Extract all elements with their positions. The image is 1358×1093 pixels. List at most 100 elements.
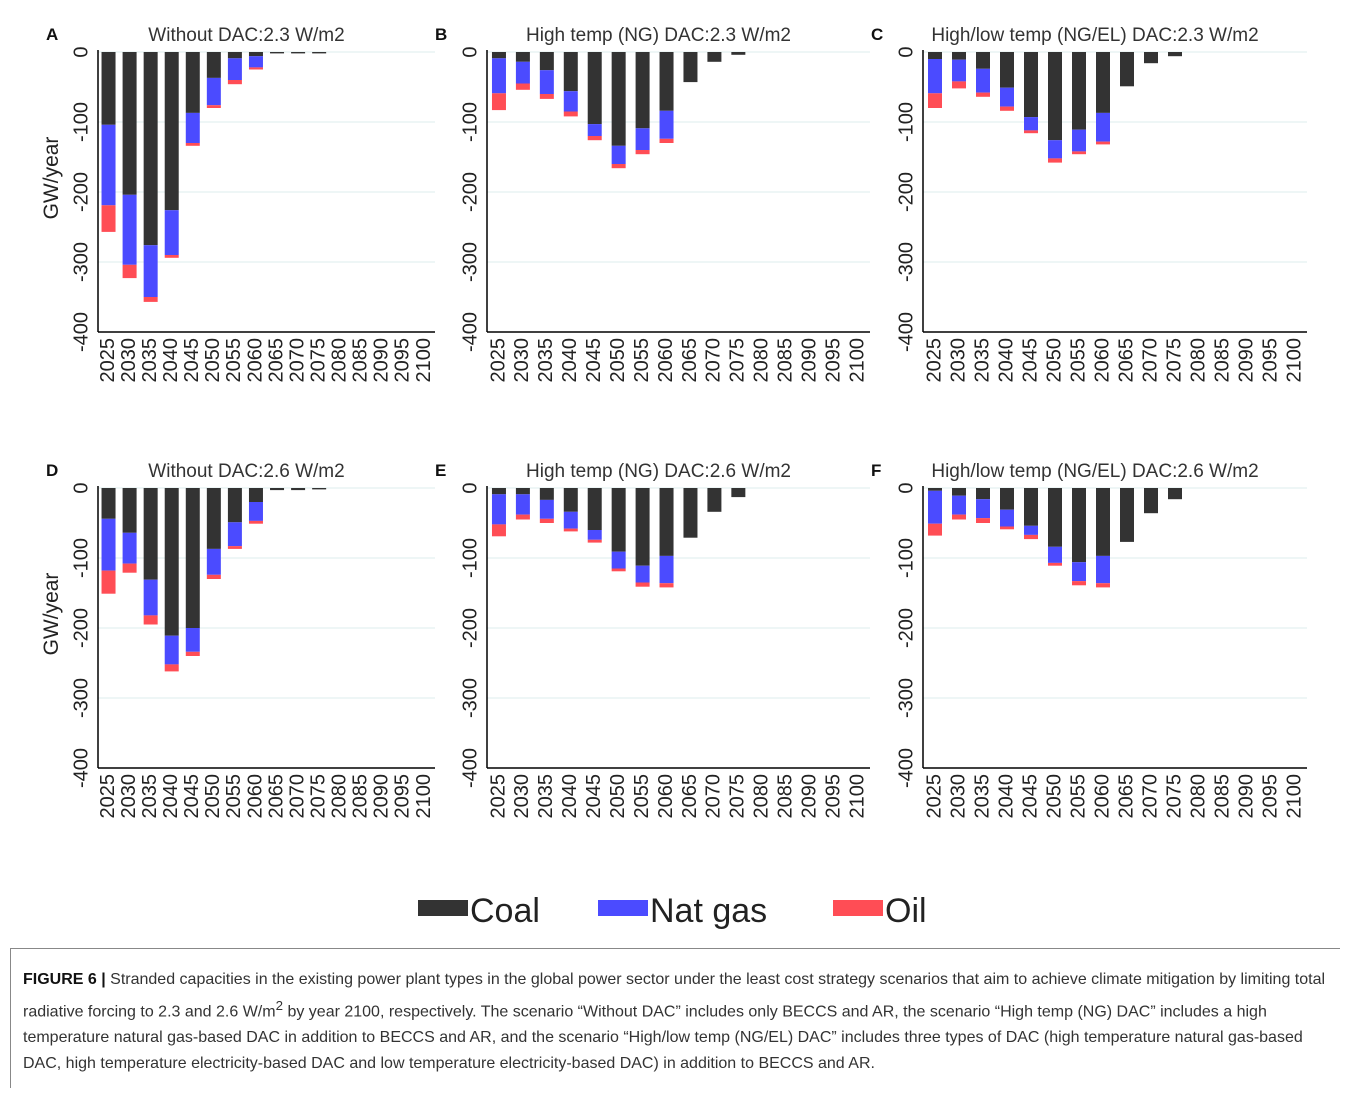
y-tick-label: -100: [70, 538, 92, 578]
x-tick-label: 2075: [307, 774, 329, 819]
bar-segment: [539, 488, 554, 500]
x-tick-label: 2090: [1235, 338, 1257, 383]
x-tick-label: 2050: [202, 774, 224, 819]
x-tick-label: 2040: [160, 338, 182, 383]
x-tick-label: 2090: [798, 338, 820, 383]
bar-segment: [635, 150, 650, 155]
bar-segment: [928, 523, 942, 536]
bar-segment: [611, 551, 626, 569]
x-tick-label: 2070: [1139, 774, 1161, 819]
x-tick-label: 2035: [971, 338, 993, 383]
bar-segment: [491, 524, 506, 537]
bar-segment: [101, 205, 116, 232]
figure: A Without DAC:2.3 W/m2 GW/year 0 -100 -200 -30…: [40, 25, 1307, 930]
y-tick-label: -100: [895, 538, 917, 578]
bar-segment: [185, 628, 200, 652]
bar-segment: [563, 91, 578, 112]
bar-segment: [227, 546, 242, 549]
bar-segment: [101, 518, 116, 571]
x-tick-label: 2035: [535, 338, 557, 383]
bar-segment: [1096, 555, 1110, 584]
bar-segment: [515, 514, 530, 520]
bar-segment: [1096, 583, 1110, 588]
y-tick-label: -200: [459, 608, 481, 648]
x-tick-label: 2025: [487, 774, 509, 819]
x-tick-label: 2060: [655, 338, 677, 383]
y-tick-label: -400: [459, 748, 481, 788]
x-tick-label: 2055: [1067, 338, 1089, 383]
bar-segment: [1120, 488, 1134, 542]
x-tick-label: 2085: [1211, 338, 1233, 383]
x-tick-label: 2095: [392, 774, 414, 819]
x-tick-label: 2065: [265, 338, 287, 383]
x-tick-label: 2055: [1067, 774, 1089, 819]
y-tick-label: 0: [895, 46, 917, 57]
bar-segment: [587, 488, 602, 530]
x-tick-label: 2055: [631, 774, 653, 819]
x-tick-label: 2030: [947, 774, 969, 819]
x-tick-label: 2055: [223, 338, 245, 383]
x-tick-label: 2050: [1043, 774, 1065, 819]
x-tick-label: 2030: [118, 774, 140, 819]
bar-segment: [291, 52, 306, 54]
bar-segment: [683, 52, 698, 83]
y-tick-label: -300: [70, 678, 92, 718]
bar-segment: [515, 494, 530, 515]
x-tick-label: 2045: [583, 338, 605, 383]
bar-segment: [143, 615, 158, 625]
bar-segment: [563, 111, 578, 117]
x-tick-label: 2025: [97, 338, 119, 383]
bar-segment: [185, 52, 200, 113]
bar-segment: [952, 81, 966, 89]
x-tick-label: 2060: [1091, 338, 1113, 383]
bar-segment: [515, 83, 530, 90]
panel-letter: B: [435, 25, 447, 44]
chart-title: High/low temp (NG/EL) DAC:2.3 W/m2: [931, 25, 1258, 46]
x-tick-label: 2090: [798, 774, 820, 819]
bar-segment: [185, 112, 200, 143]
x-tick-label: 2035: [139, 338, 161, 383]
bar-segment: [635, 565, 650, 583]
bar-segment: [248, 502, 263, 521]
bar-segment: [515, 61, 530, 84]
caption-label: FIGURE 6 |: [23, 971, 106, 988]
bar-segment: [1072, 488, 1086, 563]
bar-segment: [539, 518, 554, 523]
x-tick-label: 2025: [97, 774, 119, 819]
chart-title: Without DAC:2.3 W/m2: [148, 25, 344, 46]
bar-segment: [143, 52, 158, 246]
x-tick-label: 2035: [139, 774, 161, 819]
x-tick-label: 2065: [265, 774, 287, 819]
chart-title: Without DAC:2.6 W/m2: [148, 461, 344, 482]
bar-segment: [976, 488, 990, 500]
bar-segment: [164, 210, 179, 255]
bar-segment: [731, 52, 746, 55]
bar-segment: [539, 499, 554, 519]
bar-segment: [143, 579, 158, 616]
bar-segment: [491, 52, 506, 59]
bar-segment: [1000, 509, 1014, 527]
panel-letter: F: [871, 461, 881, 480]
bar-segment: [635, 128, 650, 150]
x-tick-label: 2090: [371, 774, 393, 819]
x-tick-label: 2040: [160, 774, 182, 819]
x-tick-label: 2045: [181, 338, 203, 383]
x-tick-label: 2040: [995, 774, 1017, 819]
bar-segment: [1072, 129, 1086, 152]
x-tick-label: 2055: [631, 338, 653, 383]
bar-segment: [611, 145, 626, 164]
bar-segment: [248, 67, 263, 70]
caption-sup: 2: [275, 998, 283, 1013]
x-tick-label: 2100: [1283, 338, 1305, 383]
bar-segment: [976, 518, 990, 523]
x-tick-label: 2095: [1259, 338, 1281, 383]
bar-segment: [122, 52, 137, 195]
bar-segment: [659, 138, 674, 143]
bar-segment: [206, 488, 221, 549]
y-tick-label: -200: [459, 172, 481, 212]
bar-segment: [659, 488, 674, 556]
x-tick-label: 2050: [1043, 338, 1065, 383]
bar-segment: [1024, 52, 1038, 118]
y-tick-label: 0: [70, 46, 92, 57]
